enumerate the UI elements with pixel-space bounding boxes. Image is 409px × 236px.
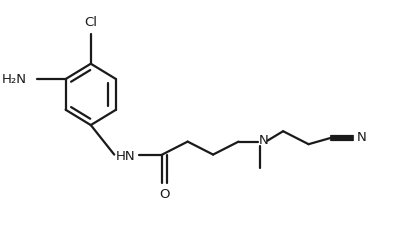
Text: O: O — [159, 188, 169, 201]
Text: N: N — [258, 134, 267, 147]
Text: HN: HN — [115, 150, 135, 163]
Text: N: N — [356, 131, 366, 144]
Text: Cl: Cl — [84, 16, 97, 30]
Text: H₂N: H₂N — [2, 72, 27, 86]
